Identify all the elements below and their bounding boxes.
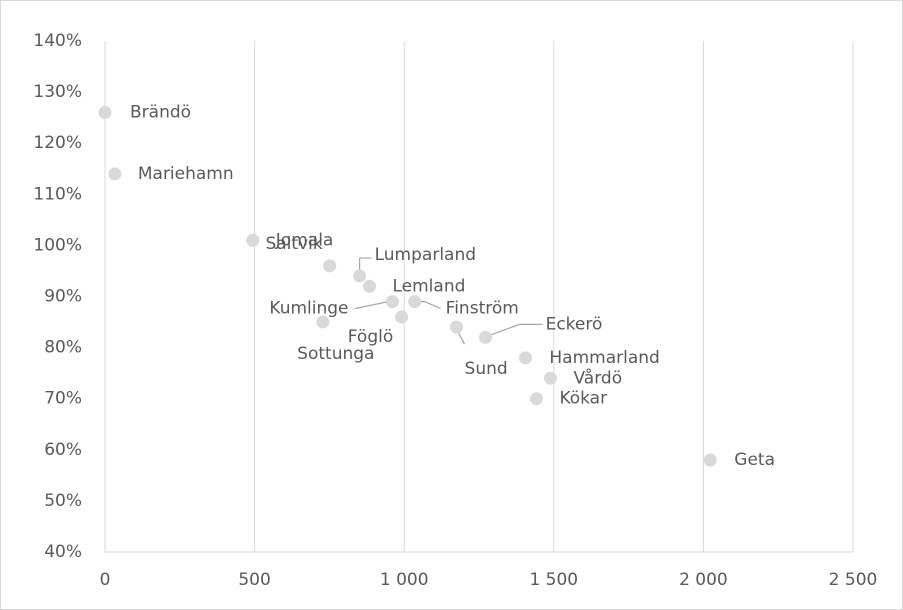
point-label: Föglö [348, 327, 394, 347]
point-label: Finström [446, 299, 519, 319]
point-label: Jomala [275, 230, 334, 250]
x-tick-label: 1 000 [380, 570, 429, 590]
leader-line [457, 330, 466, 345]
x-tick-label: 1 500 [529, 570, 578, 590]
point [362, 279, 376, 293]
point-label: Lemland [392, 276, 465, 296]
point-label: Lumparland [375, 245, 476, 265]
point-label: Brändö [130, 103, 191, 123]
point [518, 351, 532, 365]
x-tick-label: 2 500 [829, 570, 878, 590]
leader-line [489, 323, 543, 336]
y-tick-label: 60% [44, 440, 82, 460]
leader-line [354, 301, 389, 310]
point [316, 315, 330, 329]
point [108, 167, 122, 181]
point [246, 233, 260, 247]
point-label: Saltvik [265, 234, 322, 254]
y-tick-label: 80% [44, 338, 82, 358]
x-tick-label: 0 [100, 570, 111, 590]
point-label: Vårdö [574, 367, 623, 388]
point [323, 259, 337, 273]
y-tick-label: 130% [33, 82, 82, 102]
point [98, 106, 112, 120]
y-tick-label: 110% [33, 184, 82, 204]
y-tick-label: 70% [44, 389, 82, 409]
leader-line [359, 257, 372, 273]
point-label: Kökar [559, 389, 607, 409]
point [395, 310, 409, 324]
point-label: Mariehamn [138, 164, 234, 184]
point-label: Sund [465, 359, 508, 379]
y-tick-label: 120% [33, 133, 82, 153]
point-label: Eckerö [546, 314, 603, 334]
point-label: Kumlinge [269, 299, 348, 319]
point [386, 295, 400, 309]
y-tick-label: 40% [44, 542, 82, 562]
point [450, 320, 464, 334]
point [353, 269, 367, 283]
x-tick-label: 500 [238, 570, 270, 590]
y-tick-label: 100% [33, 235, 82, 255]
point-label: Geta [734, 450, 775, 470]
x-tick-label: 2 000 [679, 570, 728, 590]
point [479, 330, 493, 344]
y-tick-label: 90% [44, 287, 82, 307]
point [544, 371, 558, 385]
y-tick-label: 140% [33, 31, 82, 51]
point-label: Hammarland [549, 348, 659, 368]
y-tick-label: 50% [44, 491, 82, 511]
point [408, 295, 422, 309]
point-label: Sottunga [297, 344, 374, 364]
point [703, 453, 717, 467]
point [529, 392, 543, 406]
